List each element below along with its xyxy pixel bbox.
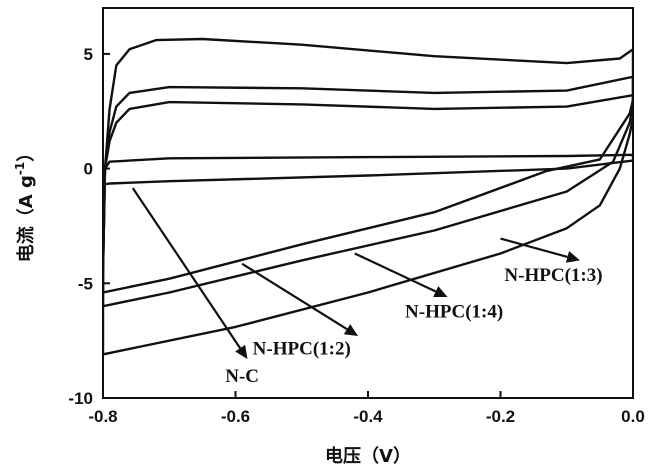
arrowhead-n-hpc-1-3 <box>566 251 580 263</box>
y-axis-label-close: ） <box>16 144 37 162</box>
plot-frame <box>103 8 633 398</box>
label-n-hpc-1-4: N-HPC(1:4) <box>405 302 503 323</box>
x-tick-label: -0.4 <box>353 407 383 426</box>
label-n-hpc-1-3: N-HPC(1:3) <box>504 265 602 286</box>
y-tick-label: -10 <box>68 389 93 408</box>
arrowhead-n-c <box>235 345 247 359</box>
x-tick-label: -0.6 <box>221 407 250 426</box>
y-axis-label-text: 电流（A g <box>15 175 37 262</box>
arrow-n-c <box>133 188 240 348</box>
x-tick-label: -0.2 <box>486 407 515 426</box>
y-axis-label: 电流（A g-1） <box>13 144 37 262</box>
label-n-c: N-C <box>225 366 259 387</box>
x-tick-label: -0.8 <box>88 407 117 426</box>
curve-annotations: N-C N-HPC(1:2) N-HPC(1:4)N-HPC(1:3) <box>133 188 603 387</box>
arrowhead-n-hpc-1-2 <box>344 324 358 336</box>
y-axis-label-sup: -1 <box>13 162 27 175</box>
x-tick-label: 0.0 <box>621 407 645 426</box>
y-tick-label: 5 <box>84 45 93 64</box>
cv-curves <box>103 39 633 354</box>
arrow-n-hpc-1-2 <box>242 264 347 329</box>
arrow-n-hpc-1-4 <box>355 253 436 291</box>
label-n-hpc-1-2: N-HPC(1:2) <box>253 338 351 359</box>
tick-labels: -0.8 -0.6 -0.4 -0.2 0.0 -10 -5 0 5 <box>68 45 644 426</box>
y-tick-label: 0 <box>84 160 93 179</box>
y-tick-label: -5 <box>78 274 93 293</box>
x-axis-label: 电压（V） <box>325 445 411 467</box>
curve-n-c <box>103 155 633 233</box>
